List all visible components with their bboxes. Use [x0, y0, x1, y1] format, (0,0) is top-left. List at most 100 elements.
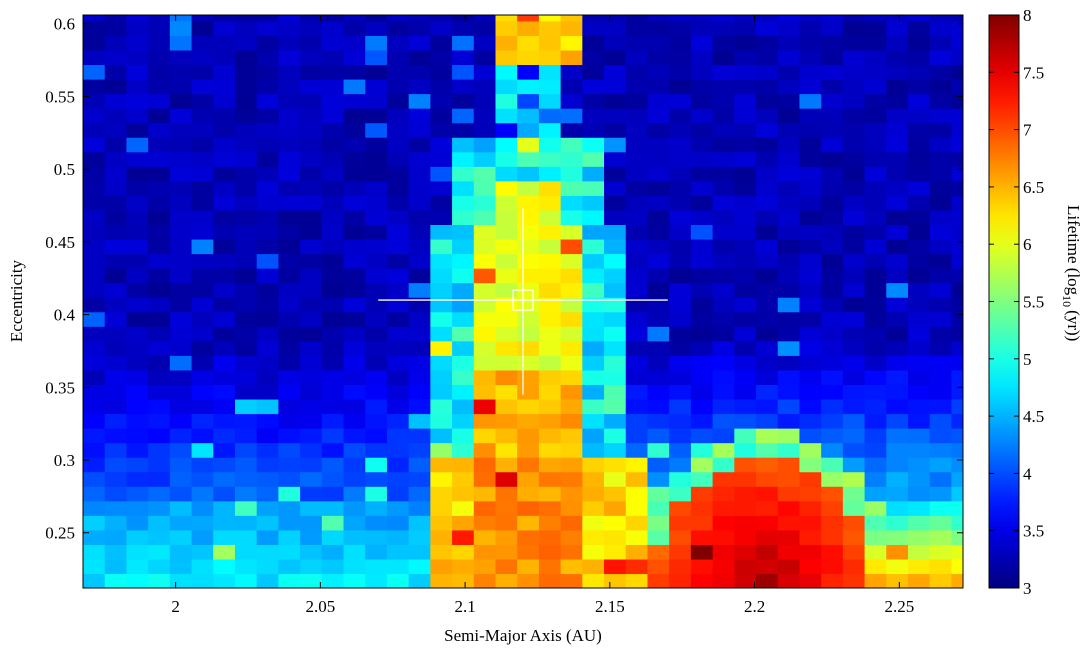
heatmap-cell — [104, 137, 128, 153]
heatmap-cell — [929, 20, 953, 36]
heatmap-cell — [951, 137, 963, 153]
heatmap-cell — [582, 49, 605, 66]
heatmap-cell — [582, 224, 605, 240]
heatmap-cell — [582, 253, 605, 269]
heatmap-cell — [148, 529, 171, 545]
heatmap-cell — [126, 311, 149, 327]
heatmap-cell — [538, 355, 562, 371]
x-tick-label: 2.25 — [884, 597, 914, 616]
heatmap-cell — [234, 195, 258, 211]
heatmap-cell — [191, 122, 214, 138]
heatmap-cell — [864, 500, 887, 516]
heatmap-cell — [430, 49, 453, 66]
heatmap-cell — [842, 486, 866, 502]
heatmap-cell — [517, 486, 540, 502]
heatmap-cell — [517, 238, 540, 255]
heatmap-cell — [777, 384, 801, 400]
heatmap-cell — [712, 384, 735, 400]
heatmap-cell — [842, 544, 866, 560]
heatmap-cell — [300, 326, 323, 342]
heatmap-cell — [83, 64, 106, 80]
heatmap-cell — [321, 413, 345, 429]
heatmap-cell — [929, 384, 953, 400]
heatmap-cell — [538, 15, 562, 22]
heatmap-cell — [538, 122, 562, 138]
heatmap-cell — [300, 137, 323, 153]
heatmap-cell — [842, 15, 866, 22]
heatmap-cell — [625, 529, 649, 545]
heatmap-cell — [430, 282, 453, 298]
heatmap-cell — [495, 384, 518, 400]
heatmap-cell — [148, 195, 171, 211]
heatmap-cell — [690, 282, 714, 298]
heatmap-cell — [495, 355, 518, 371]
heatmap-cell — [430, 384, 453, 400]
heatmap-cell — [83, 122, 84, 138]
heatmap-cell — [473, 573, 497, 588]
heatmap-cell — [690, 268, 714, 284]
heatmap-cell — [234, 78, 258, 95]
heatmap-cell — [647, 311, 670, 327]
heatmap-cell — [517, 166, 540, 182]
heatmap-cell — [386, 558, 410, 575]
heatmap-cell — [908, 166, 931, 182]
heatmap-cell — [842, 268, 866, 284]
heatmap-cell — [408, 15, 431, 22]
heatmap-cell — [126, 558, 149, 575]
heatmap-cell — [734, 78, 757, 95]
heatmap-cell — [669, 268, 692, 284]
heatmap-cell — [604, 282, 627, 298]
heatmap-cell — [104, 108, 128, 124]
heatmap-cell — [257, 588, 279, 603]
heatmap-cell — [365, 588, 387, 603]
heatmap-cell — [929, 253, 953, 269]
heatmap-cell — [83, 137, 106, 153]
heatmap-cell — [473, 166, 497, 182]
heatmap-cell — [409, 588, 431, 603]
heatmap-cell — [300, 384, 323, 400]
heatmap-cell — [386, 209, 410, 226]
heatmap-cell — [690, 166, 714, 182]
heatmap-cell — [951, 49, 963, 66]
heatmap-cell — [842, 326, 866, 342]
heatmap-cell — [538, 311, 562, 327]
heatmap-cell — [213, 471, 236, 487]
heatmap-cell — [256, 457, 279, 473]
heatmap-cell — [452, 282, 475, 298]
heatmap-cell — [951, 311, 963, 327]
heatmap-cell — [604, 558, 627, 575]
heatmap-cell — [104, 486, 128, 502]
heatmap-cell — [343, 326, 366, 342]
heatmap-cell — [148, 122, 171, 138]
heatmap-cell — [647, 573, 670, 588]
heatmap-cell — [582, 268, 605, 284]
heatmap-cell — [104, 78, 128, 95]
heatmap-cell — [365, 326, 388, 342]
heatmap-cell — [886, 457, 909, 473]
heatmap-cell — [300, 15, 323, 22]
heatmap-cell — [321, 64, 345, 80]
heatmap-cell — [256, 151, 279, 167]
heatmap-cell — [734, 486, 757, 502]
heatmap-cell — [517, 20, 540, 36]
heatmap-cell — [604, 151, 627, 167]
heatmap-cell — [538, 282, 562, 298]
heatmap-cell — [300, 515, 323, 531]
heatmap-cell — [408, 195, 431, 211]
heatmap-cell — [169, 355, 193, 371]
heatmap-cell — [300, 180, 323, 196]
heatmap-cell — [452, 108, 475, 124]
heatmap-cell — [538, 369, 562, 385]
x-tick-label: 2.05 — [305, 597, 335, 616]
heatmap-cell — [799, 180, 822, 196]
heatmap-cell — [126, 457, 149, 473]
heatmap-cell — [365, 253, 388, 269]
heatmap-cell — [886, 558, 909, 575]
heatmap-cell — [126, 471, 149, 487]
heatmap-cell — [604, 500, 627, 516]
heatmap-cell — [213, 108, 236, 124]
heatmap-cell — [256, 137, 279, 153]
heatmap-cell — [126, 486, 149, 502]
heatmap-cell — [734, 340, 757, 356]
heatmap-cell — [409, 0, 431, 7]
